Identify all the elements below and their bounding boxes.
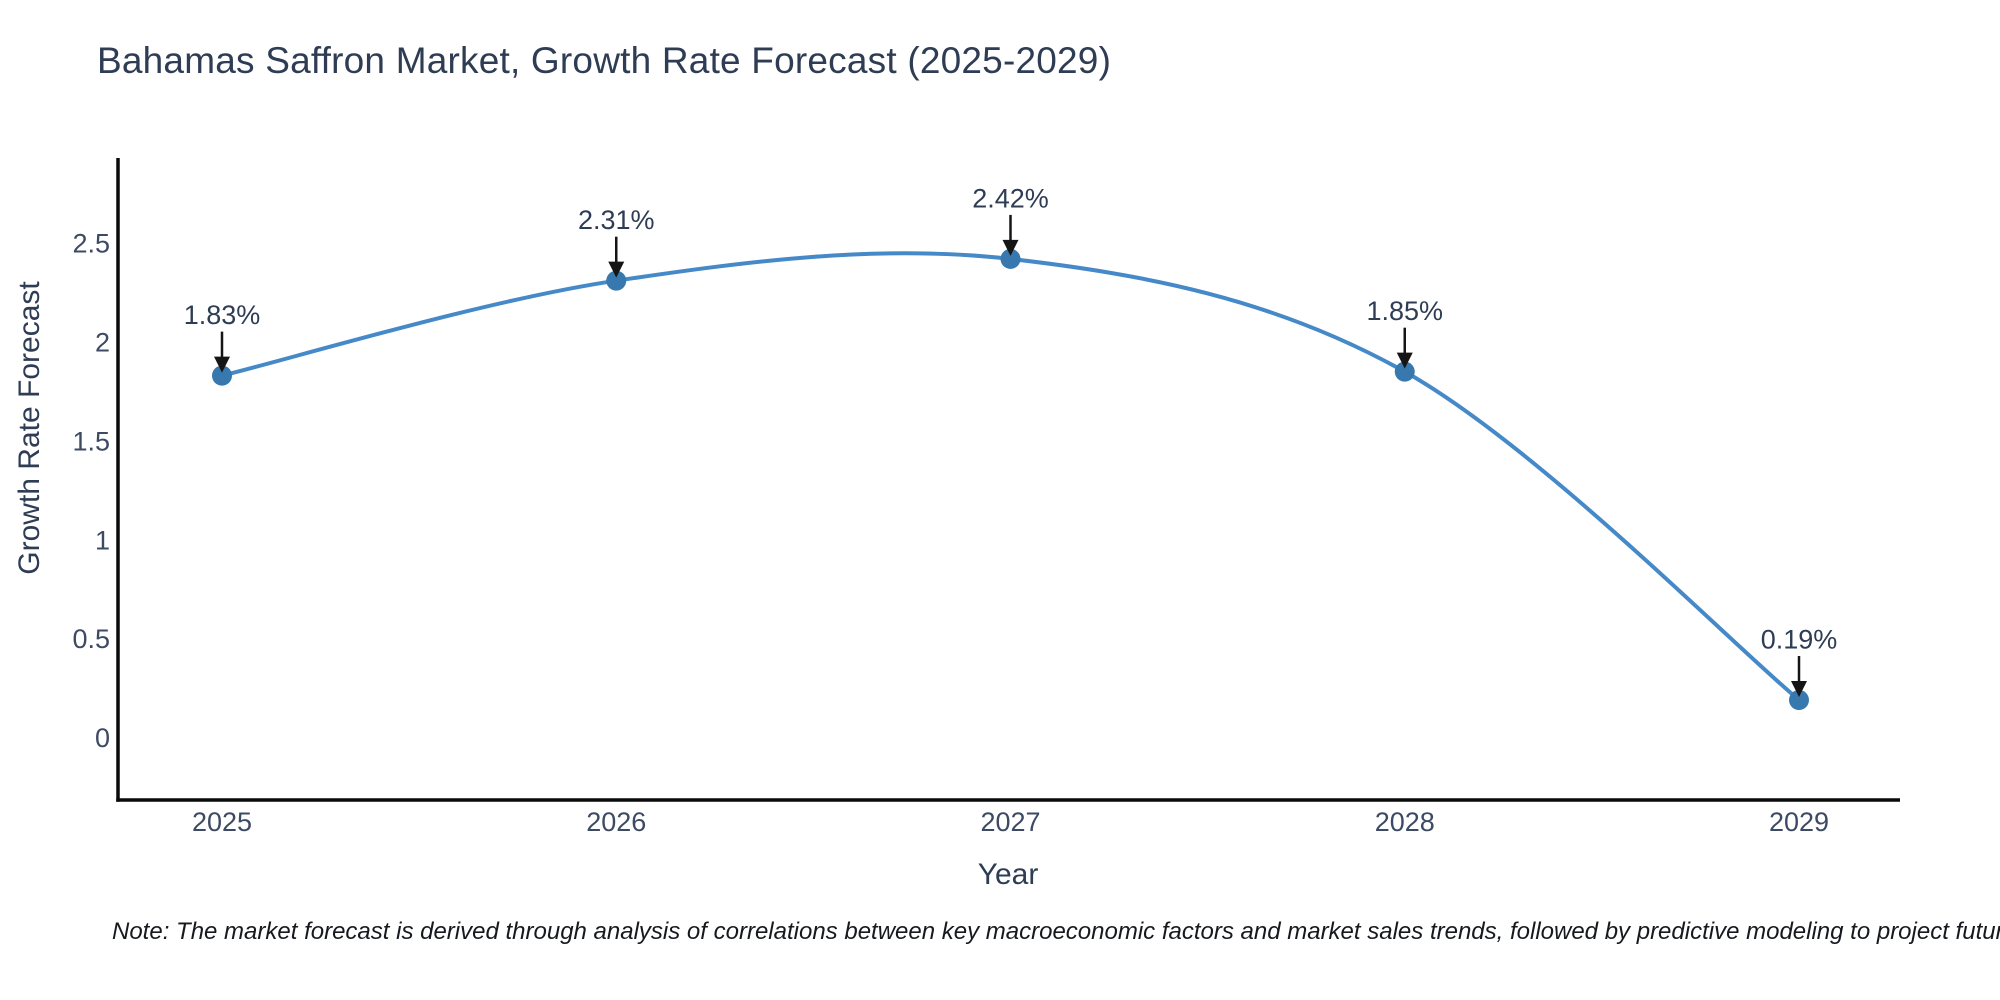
- x-tick-label: 2027: [980, 807, 1040, 837]
- y-tick-label: 0.5: [72, 624, 110, 654]
- annotation-arrowhead: [214, 356, 230, 373]
- annotation-label: 1.83%: [184, 300, 261, 330]
- data-point-marker[interactable]: [1394, 361, 1415, 382]
- annotation-label: 2.31%: [578, 205, 655, 235]
- y-tick-label: 1: [95, 525, 110, 555]
- x-axis-title: Year: [977, 858, 1039, 891]
- y-axis-title: Growth Rate Forecast: [13, 281, 46, 575]
- annotation-label: 0.19%: [1761, 625, 1838, 655]
- annotation-arrowhead: [1791, 681, 1807, 698]
- footnote: Note: The market forecast is derived thr…: [112, 918, 2000, 945]
- forecast-line: [220, 251, 1801, 703]
- data-point-marker[interactable]: [212, 365, 232, 386]
- y-tick-label: 1.5: [72, 426, 110, 456]
- x-tick-label: 2026: [586, 807, 646, 837]
- y-tick-label: 0: [95, 723, 110, 753]
- x-tick-label: 2029: [1769, 807, 1829, 837]
- y-tick-label: 2: [95, 328, 110, 358]
- annotation-label: 2.42%: [972, 183, 1049, 213]
- annotation-arrowhead: [608, 261, 625, 278]
- annotation-label: 1.85%: [1366, 296, 1443, 326]
- annotation-arrowhead: [1002, 239, 1019, 256]
- x-tick-label: 2028: [1375, 807, 1435, 837]
- chart-title: Bahamas Saffron Market, Growth Rate Fore…: [97, 40, 1112, 81]
- data-point-marker[interactable]: [1789, 690, 1809, 711]
- data-point-marker[interactable]: [1000, 248, 1021, 269]
- annotation-arrowhead: [1396, 352, 1413, 369]
- x-tick-label: 2025: [192, 807, 252, 837]
- data-point-marker[interactable]: [606, 270, 627, 291]
- y-tick-label: 2.5: [72, 229, 110, 259]
